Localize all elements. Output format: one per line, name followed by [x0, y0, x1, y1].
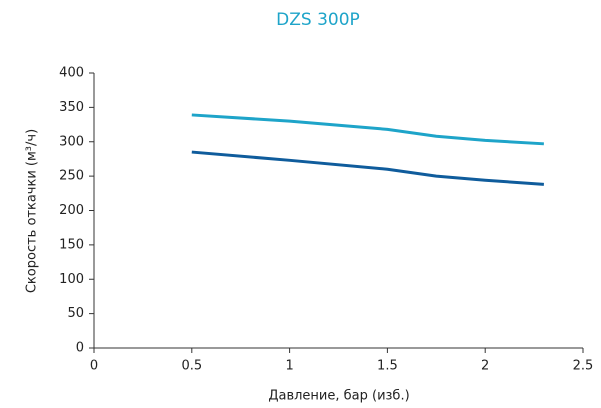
y-tick-label: 350: [59, 100, 84, 115]
y-tick-label: 400: [59, 66, 84, 81]
x-tick-label: 0: [90, 359, 98, 374]
x-tick-label: 1.5: [377, 359, 398, 374]
y-tick-label: 100: [59, 272, 84, 287]
y-tick-label: 300: [59, 134, 84, 149]
x-tick-label: 2: [481, 359, 489, 374]
y-tick-label: 200: [59, 203, 84, 218]
y-axis-label: Скорость откачки (м³/ч): [25, 129, 40, 293]
y-tick-label: 50: [67, 306, 84, 321]
series-line: [191, 150, 544, 186]
x-axis-label: Давление, бар (изб.): [268, 389, 409, 404]
x-tick-label: 1: [285, 359, 293, 374]
series-line: [191, 113, 544, 146]
chart-title: DZS 300P: [276, 10, 360, 30]
x-tick-label: 2.5: [573, 359, 594, 374]
y-tick-label: 150: [59, 237, 84, 252]
y-tick-label: 0: [76, 341, 84, 356]
x-tick-label: 0.5: [181, 359, 202, 374]
y-tick-label: 250: [59, 169, 84, 184]
